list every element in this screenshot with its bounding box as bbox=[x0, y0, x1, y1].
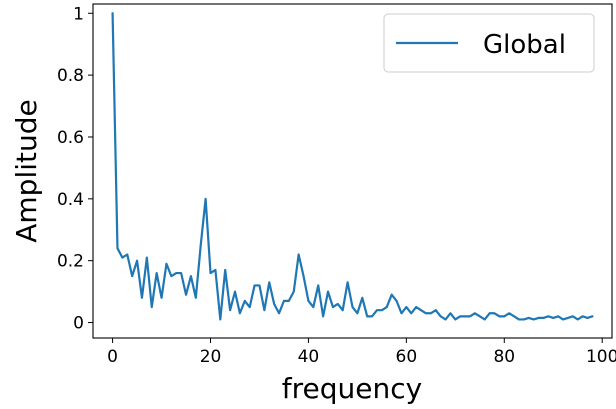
series-line-global bbox=[111, 12, 594, 321]
x-tick-label: 40 bbox=[298, 347, 320, 367]
legend-box bbox=[383, 13, 595, 73]
x-tick-label: 60 bbox=[396, 347, 418, 367]
x-axis-title: frequency bbox=[282, 372, 422, 405]
y-tick-label: 0.6 bbox=[57, 128, 84, 148]
y-tick-label: 0.4 bbox=[57, 190, 84, 210]
x-tick-label: 100 bbox=[586, 347, 616, 367]
legend-label-global: Global bbox=[483, 30, 566, 60]
y-axis-title: Amplitude bbox=[10, 99, 43, 243]
x-tick-label: 20 bbox=[200, 347, 222, 367]
x-tick-label: 80 bbox=[493, 347, 515, 367]
legend: Global bbox=[383, 13, 595, 73]
plot-frame bbox=[92, 3, 613, 339]
y-tick-label: 0.8 bbox=[57, 66, 84, 86]
ticks-layer: 0 20 40 60 80 100 0 0.2 0.4 0.6 0.8 1 bbox=[57, 4, 616, 367]
x-tick-label: 0 bbox=[107, 347, 118, 367]
y-tick-label: 1 bbox=[73, 4, 84, 24]
y-tick-label: 0 bbox=[73, 314, 84, 334]
series-layer bbox=[111, 12, 594, 321]
y-tick-label: 0.2 bbox=[57, 252, 84, 272]
